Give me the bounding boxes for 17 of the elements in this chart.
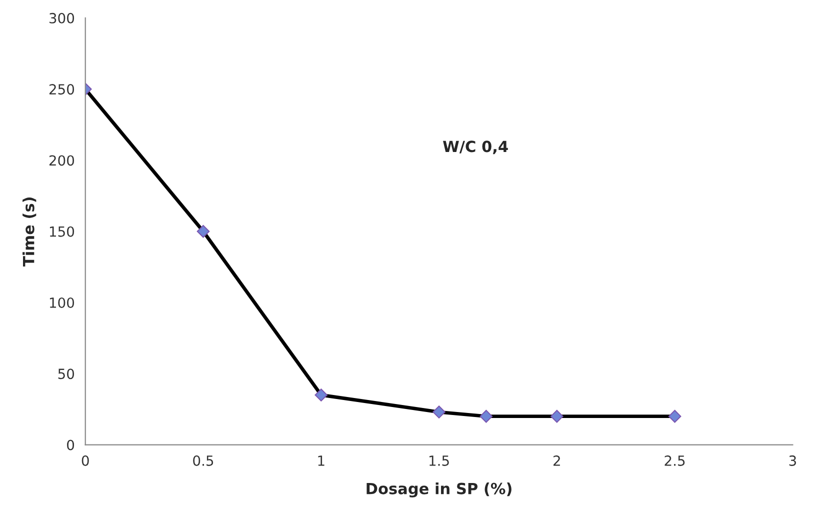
x-axis-title: Dosage in SP (%) xyxy=(366,482,512,498)
x-tick-label: 2.5 xyxy=(664,455,685,466)
annotation: W/C 0,4 xyxy=(443,140,508,154)
y-tick-label: 200 xyxy=(49,155,74,166)
y-tick-label: 250 xyxy=(49,84,74,95)
y-axis-title: Time (s) xyxy=(22,198,36,266)
x-tick-label: 2 xyxy=(554,455,560,466)
y-tick-label: 0 xyxy=(67,440,74,450)
y-tick-label: 300 xyxy=(49,12,74,24)
y-tick-label: 50 xyxy=(58,368,74,380)
y-tick-label: 150 xyxy=(50,226,74,237)
x-tick-label: 1.5 xyxy=(430,456,449,466)
x-tick-label: 0.5 xyxy=(193,455,214,466)
x-tick-label: 1 xyxy=(318,456,324,466)
y-tick-label: 100 xyxy=(50,297,74,308)
x-tick-label: 0 xyxy=(82,455,89,466)
x-tick-label: 3 xyxy=(789,455,796,466)
